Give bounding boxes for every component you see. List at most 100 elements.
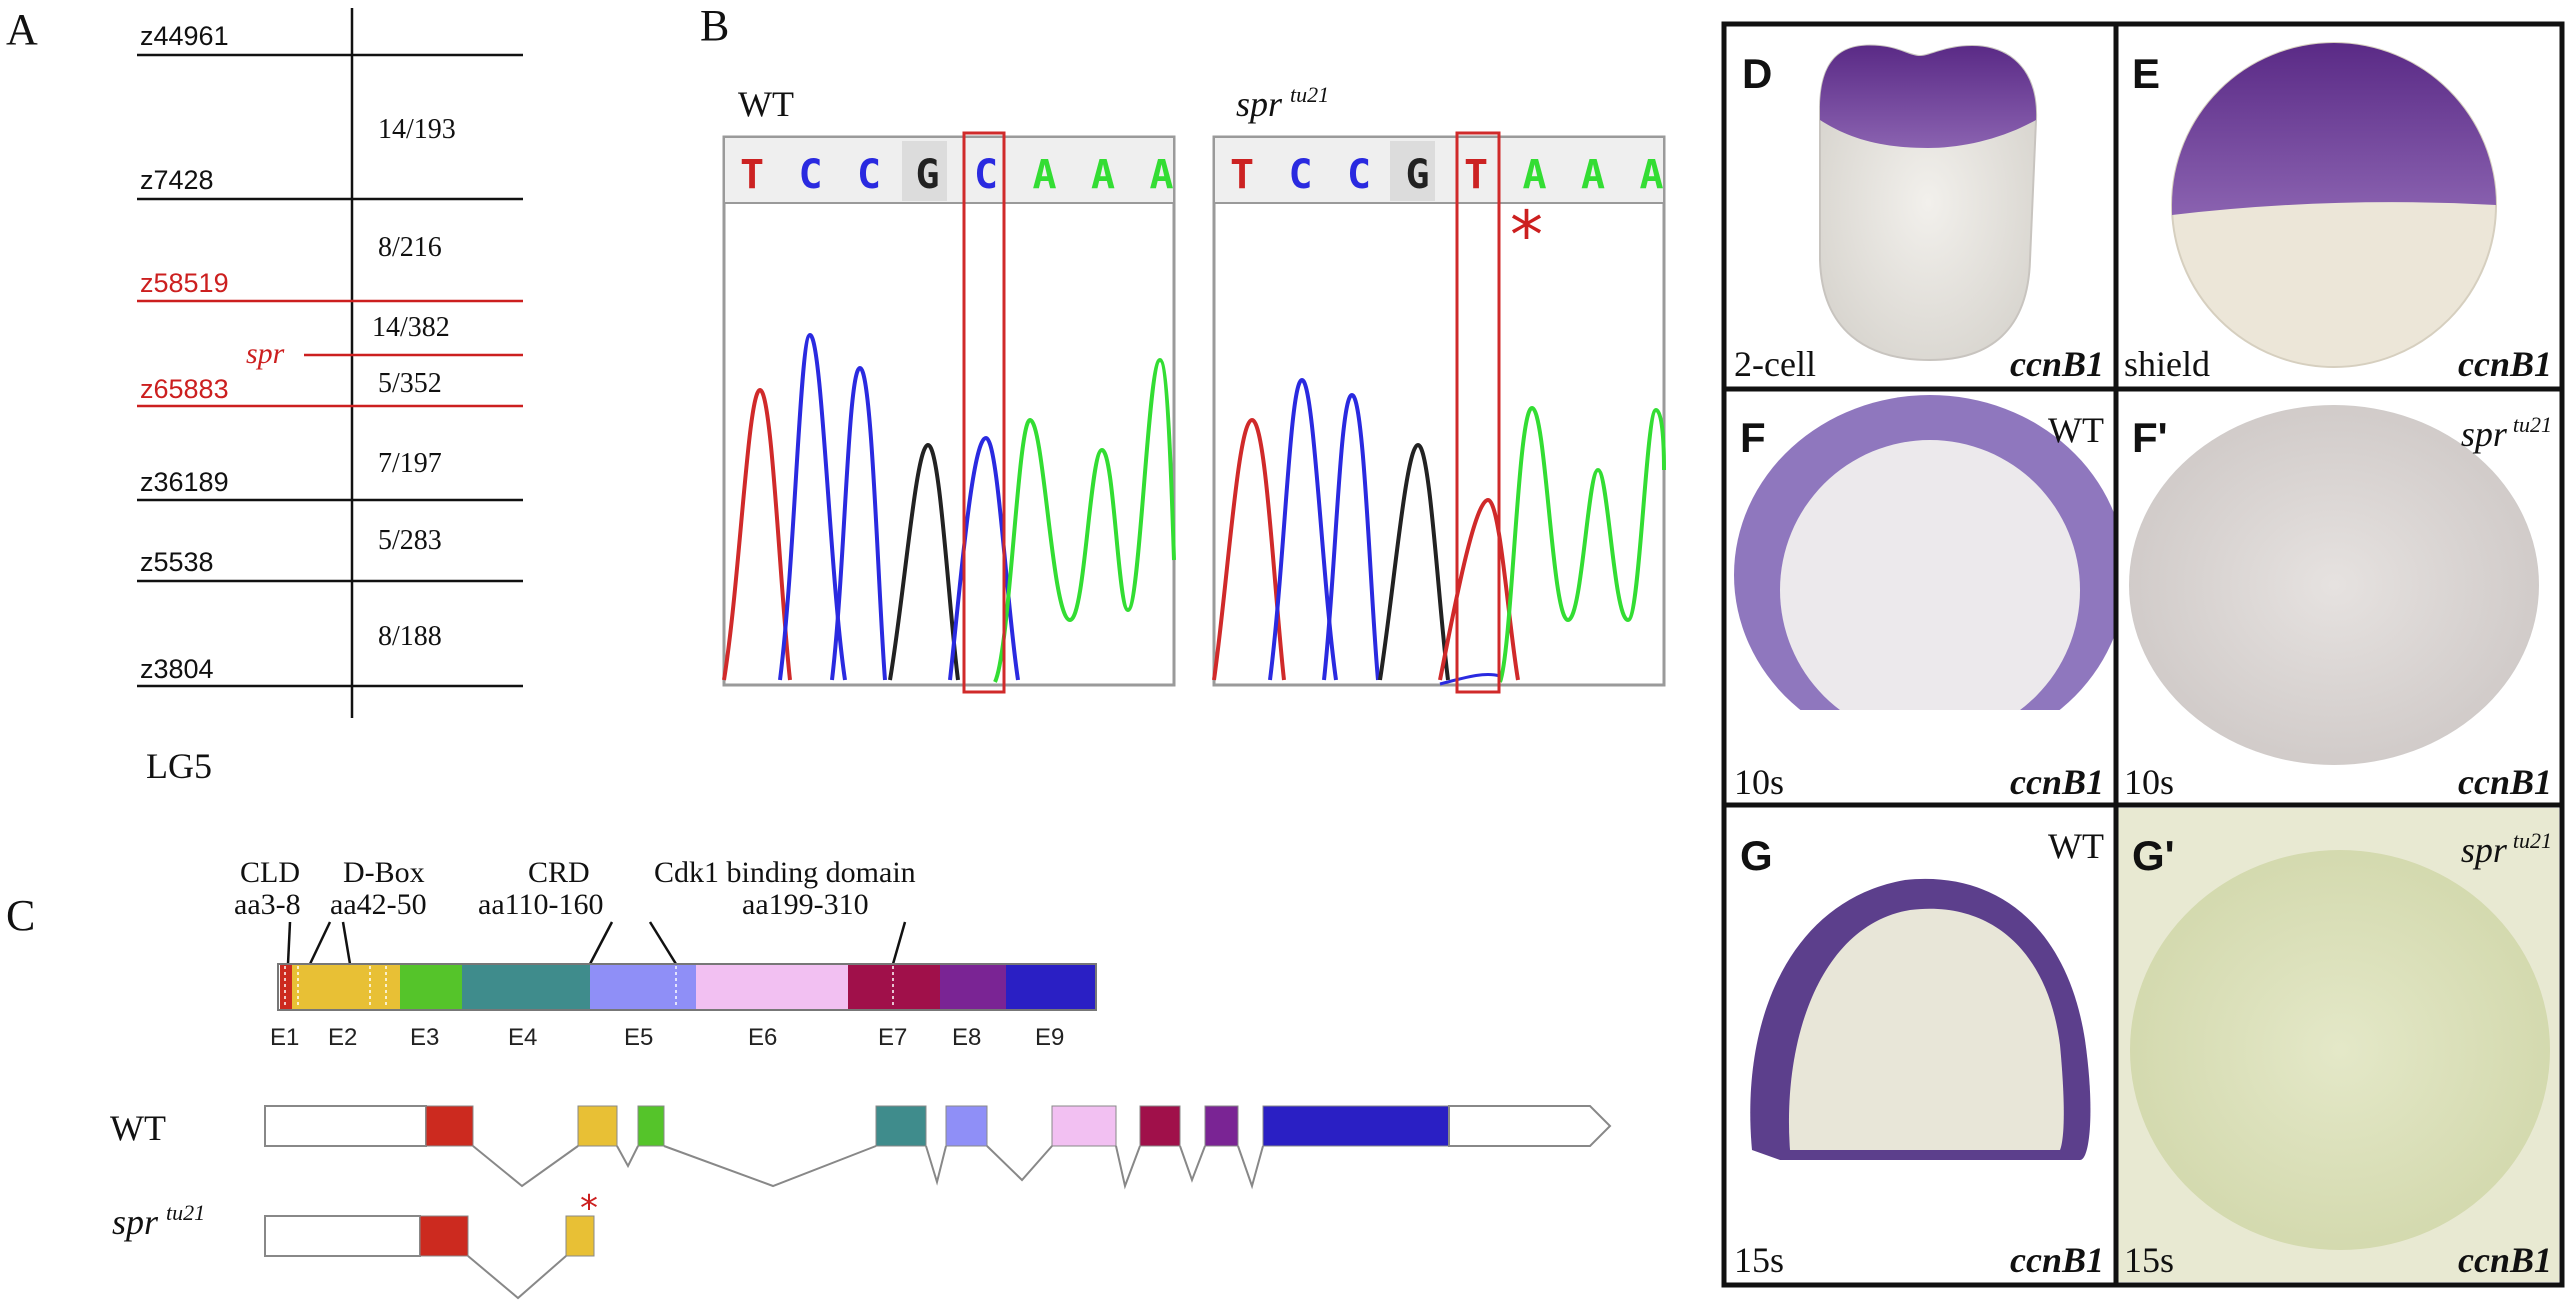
exon-label: E9 xyxy=(1035,1024,1064,1051)
sequence-base: T xyxy=(1230,152,1254,198)
photo-gene: ccnB1 xyxy=(2010,1240,2104,1280)
photo-gene: ccnB1 xyxy=(2458,762,2552,802)
photo-letter: E xyxy=(2132,50,2160,97)
photo-stage: 15s xyxy=(1734,1240,1784,1280)
photo-letter: F xyxy=(1740,414,1766,461)
domain-name: CRD xyxy=(528,856,590,889)
photo-panel-g-prime: G' spr tu21 15s ccnB1 xyxy=(2118,808,2559,1282)
protein-domain-bar xyxy=(277,963,1097,1011)
photo-stage: 10s xyxy=(2124,762,2174,802)
callout-line xyxy=(308,921,332,965)
panel-c-letter: C xyxy=(6,891,35,940)
marker-label: z7428 xyxy=(140,165,214,195)
sequence-base: C xyxy=(1288,152,1312,198)
transcript-wt xyxy=(264,1105,1612,1190)
exon-label: E1 xyxy=(270,1024,299,1051)
sequence-base: A xyxy=(1032,152,1056,198)
photo-gene: ccnB1 xyxy=(2010,344,2104,384)
sequence-base: A xyxy=(1581,152,1605,198)
domain-range: aa42-50 xyxy=(330,888,427,921)
panel-c: C CLD aa3-8 D-Box aa42-50 CRD aa110-160 … xyxy=(6,856,1612,1300)
sequence-base: T xyxy=(1464,152,1488,198)
recombination-ratio: 5/352 xyxy=(378,368,442,399)
mutation-asterisk: * xyxy=(1510,197,1543,274)
transcript-label-wt: WT xyxy=(110,1108,166,1148)
photo-stage: 2-cell xyxy=(1734,344,1816,384)
sequence-base: C xyxy=(798,152,822,198)
exon-label: E2 xyxy=(328,1024,357,1051)
domain-range: aa199-310 xyxy=(742,888,869,921)
photo-grid: D 2-cell ccnB1 E shield ccnB1 F WT 10s c… xyxy=(1721,21,2565,1288)
photo-genotype: spr tu21 xyxy=(2461,828,2552,870)
exon-label: E5 xyxy=(624,1024,653,1051)
sequence-base: C xyxy=(974,152,998,198)
recombination-ratio: 7/197 xyxy=(378,448,442,479)
sequence-base: C xyxy=(857,152,881,198)
panel-a-letter: A xyxy=(6,5,38,54)
domain-name: CLD xyxy=(240,856,300,889)
mutation-asterisk: * xyxy=(580,1188,598,1229)
marker-label: z65883 xyxy=(140,374,229,404)
linkage-group-label: LG5 xyxy=(146,746,212,786)
exon-label: E6 xyxy=(748,1024,777,1051)
domain-range: aa3-8 xyxy=(234,888,301,921)
panel-a: A z44961 z7428 z58519 spr z65883 z36189 … xyxy=(6,5,523,786)
transcript-label-mutant: spr tu21 xyxy=(112,1200,205,1242)
panel-b-letter: B xyxy=(700,1,729,50)
photo-panel-f-prime: F' spr tu21 10s ccnB1 xyxy=(2118,392,2559,802)
sequence-base: A xyxy=(1091,152,1115,198)
photo-gene: ccnB1 xyxy=(2458,1240,2552,1280)
callout-line xyxy=(891,921,907,965)
photo-genotype: spr tu21 xyxy=(2461,412,2552,454)
marker-label: z3804 xyxy=(140,654,214,684)
photo-genotype: WT xyxy=(2048,410,2104,450)
photo-panel-d: D 2-cell ccnB1 xyxy=(1727,27,2114,386)
marker-label: z58519 xyxy=(140,268,229,298)
photo-letter: F' xyxy=(2132,414,2168,461)
sequence-base: A xyxy=(1149,152,1173,198)
marker-label: z5538 xyxy=(140,547,214,577)
sequence-base: T xyxy=(740,152,764,198)
recombination-ratio: 5/283 xyxy=(378,525,442,556)
recombination-ratio: 8/188 xyxy=(378,621,442,652)
callout-line xyxy=(588,921,614,965)
photo-stage: 15s xyxy=(2124,1240,2174,1280)
photo-letter: G xyxy=(1740,832,1773,879)
domain-range: aa110-160 xyxy=(478,888,604,921)
sequence-base: G xyxy=(1405,152,1429,198)
marker-label: z36189 xyxy=(140,467,229,497)
photo-panel-g: G WT 15s ccnB1 xyxy=(1727,808,2114,1282)
photo-gene: ccnB1 xyxy=(2010,762,2104,802)
photo-panel-f: F WT 10s ccnB1 xyxy=(1727,392,2126,802)
photo-stage: 10s xyxy=(1734,762,1784,802)
exon-label: E4 xyxy=(508,1024,537,1051)
exon-label: E3 xyxy=(410,1024,439,1051)
photo-letter: D xyxy=(1742,50,1772,97)
recombination-ratio: 14/193 xyxy=(378,114,456,145)
sequence-base: A xyxy=(1522,152,1546,198)
gene-label: spr xyxy=(246,337,285,370)
chromatogram-title-wt: WT xyxy=(738,84,794,124)
domain-name: Cdk1 binding domain xyxy=(654,856,916,889)
domain-name: D-Box xyxy=(343,856,425,889)
sequence-base: G xyxy=(915,152,939,198)
recombination-ratio: 14/382 xyxy=(372,312,450,343)
sequence-base: C xyxy=(1347,152,1371,198)
exon-label: E8 xyxy=(952,1024,981,1051)
callout-line xyxy=(648,921,678,965)
sequence-base: A xyxy=(1639,152,1663,198)
recombination-ratio: 8/216 xyxy=(378,232,442,263)
photo-letter: G' xyxy=(2132,832,2175,879)
exon-label: E7 xyxy=(878,1024,907,1051)
callout-line xyxy=(286,921,292,965)
transcript-mutant: * xyxy=(264,1188,598,1300)
photo-stage: shield xyxy=(2124,344,2210,384)
photo-gene: ccnB1 xyxy=(2458,344,2552,384)
marker-label: z44961 xyxy=(140,21,229,51)
photo-panel-e: E shield ccnB1 xyxy=(2118,27,2559,386)
photo-genotype: WT xyxy=(2048,826,2104,866)
